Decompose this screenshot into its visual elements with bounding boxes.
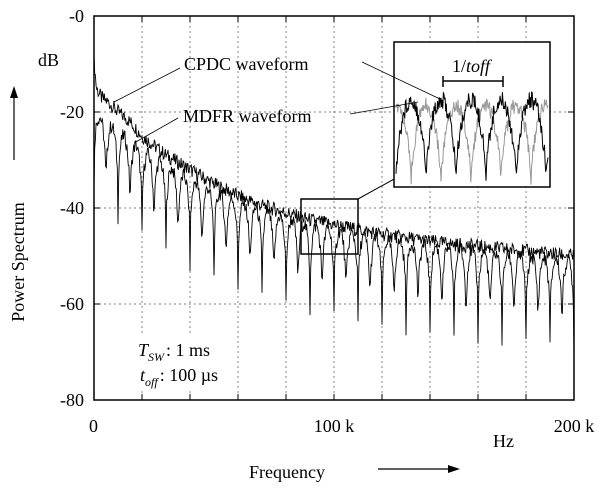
- y-tick-label: -0: [69, 6, 84, 26]
- mdfr-leader-line: [133, 117, 179, 144]
- param-tsw: TSW: 1 ms: [138, 340, 210, 364]
- zoom-connector-line: [357, 177, 397, 200]
- x-tick-label: 100 k: [314, 416, 355, 436]
- y-tick-label: -40: [60, 198, 84, 218]
- plot-lines: [93, 53, 575, 354]
- legend-mdfr-label: MDFR waveform: [183, 106, 312, 126]
- y-tick-label: -80: [60, 390, 84, 410]
- x-tick-label: 200 k: [554, 416, 595, 436]
- zoom-region-box: [300, 198, 359, 255]
- x-axis-arrowhead: [448, 465, 460, 473]
- inset-line-black: [395, 91, 549, 181]
- series-line-mdfr: [93, 116, 575, 354]
- y-axis-title: Power Spectrum: [8, 202, 28, 321]
- x-axis-title: Frequency: [249, 462, 325, 482]
- inset-frame: [393, 41, 551, 188]
- mdfr-inset-leader-line: [349, 101, 419, 115]
- y-tick-label: -60: [60, 294, 84, 314]
- series-line-cpdc: [93, 53, 575, 260]
- params-background: [134, 336, 224, 388]
- cpdc-inset-leader-line: [361, 61, 441, 100]
- x-tick-label: 0: [89, 416, 98, 436]
- tick-labels: -0 -20 -40 -60 -800 100 k 200 k: [60, 6, 594, 436]
- cpdc-leader-line: [113, 67, 181, 103]
- inset-lines: [395, 91, 549, 185]
- param-toff: toff: 100 µs: [140, 365, 218, 389]
- legend-cpdc-label: CPDC waveform: [184, 54, 309, 74]
- y-unit-label: dB: [38, 50, 59, 70]
- x-unit-label: Hz: [493, 431, 514, 451]
- inset-period-label: 1/toff: [452, 56, 493, 76]
- y-axis-arrowhead: [10, 86, 18, 98]
- ticks: [93, 15, 575, 401]
- y-tick-label: -20: [60, 102, 84, 122]
